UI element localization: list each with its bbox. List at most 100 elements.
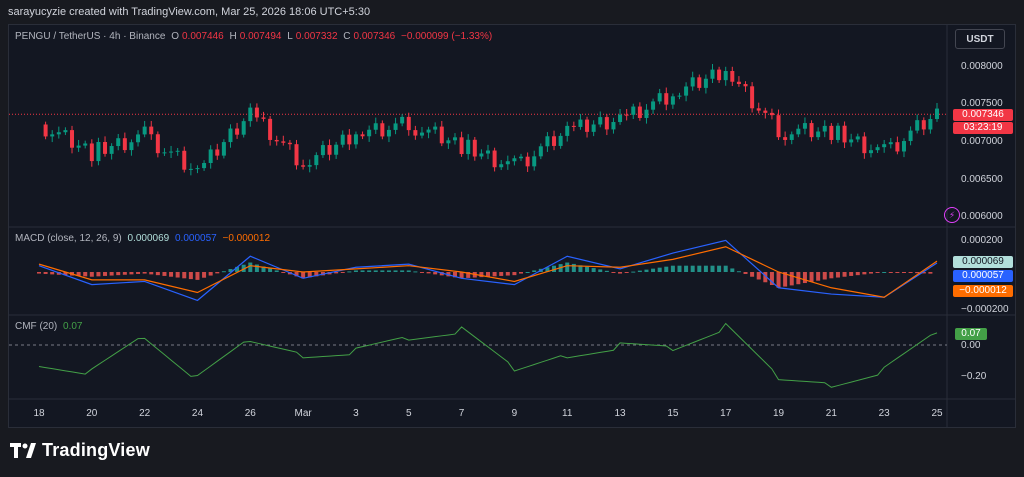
macd-histogram-bar	[776, 272, 781, 288]
macd-histogram-bar	[875, 272, 880, 273]
macd-histogram-bar	[486, 272, 490, 277]
macd-histogram-bar	[670, 265, 675, 272]
tradingview-logo: TradingView	[10, 440, 150, 461]
macd-histogram-bar	[479, 272, 484, 278]
time-axis-label: 17	[720, 408, 732, 419]
candle-body	[83, 143, 88, 146]
candle-body	[552, 136, 557, 146]
currency-button[interactable]: USDT	[955, 29, 1005, 49]
time-axis-label: 22	[139, 408, 151, 419]
candle-body	[690, 77, 695, 87]
macd-histogram-bar	[122, 272, 127, 275]
macd-histogram-bar	[221, 271, 226, 273]
attribution-text: sarayucyzie created with TradingView.com…	[8, 6, 371, 18]
tradingview-logo-icon	[10, 442, 36, 458]
macd-histogram-bar	[532, 270, 537, 272]
candle-body	[380, 123, 385, 137]
macd-histogram-bar	[743, 272, 748, 274]
macd-histogram-bar	[281, 272, 286, 273]
candle-body	[723, 71, 728, 81]
lightning-icon[interactable]: ⚡	[944, 207, 960, 223]
candle-body	[360, 134, 365, 137]
close-value: 0.007346	[353, 31, 396, 42]
macd-histogram-bar	[585, 266, 590, 272]
macd-histogram-bar	[373, 270, 378, 272]
macd-histogram-bar	[750, 272, 755, 277]
macd-histogram-bar	[631, 271, 636, 273]
low-value: 0.007332	[295, 31, 338, 42]
macd-histogram-bar	[195, 272, 200, 280]
time-axis-label: 24	[191, 408, 204, 419]
macd-histogram-bar	[545, 267, 550, 272]
candle-body	[235, 128, 240, 135]
macd-histogram-bar	[353, 270, 358, 272]
candle-body	[895, 142, 900, 152]
candle-body	[367, 129, 372, 137]
macd-histogram-bar	[684, 265, 689, 272]
time-axis-label: 15	[667, 408, 679, 419]
macd-histogram-bar	[76, 272, 81, 276]
candle-body	[651, 101, 656, 110]
macd-histogram-bar	[386, 270, 391, 272]
candle-body	[221, 142, 226, 156]
macd-histogram-bar	[928, 272, 933, 274]
cmf-legend: CMF (20) 0.07	[15, 321, 85, 332]
candle-body	[717, 69, 722, 81]
candle-body	[274, 139, 279, 142]
candle-body	[393, 123, 398, 130]
macd-histogram-bar	[248, 262, 253, 272]
candle-body	[743, 84, 748, 87]
macd-histogram-bar	[452, 272, 457, 278]
macd-histogram-bar	[241, 264, 246, 272]
candle-body	[96, 141, 101, 162]
candle-body	[816, 131, 821, 138]
candle-body	[888, 142, 893, 145]
macd-histogram-bar	[43, 272, 48, 274]
candle-body	[756, 108, 761, 111]
low-label: L	[287, 31, 293, 42]
open-value: 0.007446	[182, 31, 224, 42]
candle-body	[875, 147, 880, 151]
candle-body	[320, 145, 325, 156]
macd-histogram-bar	[182, 272, 187, 279]
candle-body	[459, 137, 464, 155]
macd-histogram-bar	[433, 272, 438, 275]
macd-histogram-bar	[769, 272, 774, 286]
candle-body	[604, 117, 609, 130]
macd-histogram-bar	[565, 262, 570, 272]
price-tick: 0.007000	[961, 136, 1003, 147]
macd-histogram-bar	[822, 272, 827, 280]
macd-histogram-bar	[400, 270, 405, 272]
candle-body	[340, 134, 345, 145]
macd-histogram-bar	[261, 266, 266, 272]
candle-body	[525, 156, 530, 167]
macd-histogram-bar	[921, 272, 926, 274]
macd-histogram-bar	[294, 272, 299, 277]
candle-body	[281, 141, 286, 143]
candle-body	[499, 164, 504, 168]
candle-body	[822, 125, 827, 132]
candle-body	[136, 134, 141, 143]
candle-body	[532, 156, 537, 167]
macd-histogram-bar	[895, 272, 900, 273]
candle-body	[103, 141, 108, 154]
candle-body	[928, 119, 933, 130]
macd-histogram-bar	[756, 272, 761, 280]
macd-histogram-bar	[783, 272, 788, 287]
macd-histogram-bar	[888, 272, 893, 273]
candle-body	[479, 153, 484, 157]
candle-body	[769, 112, 774, 116]
candle-body	[591, 124, 596, 132]
symbol-label: PENGU / TetherUS · 4h · Binance	[15, 31, 166, 42]
candle-body	[63, 130, 68, 133]
candle-body	[921, 120, 926, 130]
macd-histogram-bar	[717, 265, 722, 272]
macd-histogram-bar	[37, 272, 41, 274]
candle-body	[664, 93, 669, 105]
time-axis-label: 5	[405, 408, 412, 419]
candle-body	[162, 152, 167, 154]
chart-panel[interactable]: PENGU / TetherUS · 4h · Binance O 0.00744…	[8, 24, 1016, 428]
candle-body	[208, 149, 213, 164]
candle-body	[703, 78, 708, 88]
